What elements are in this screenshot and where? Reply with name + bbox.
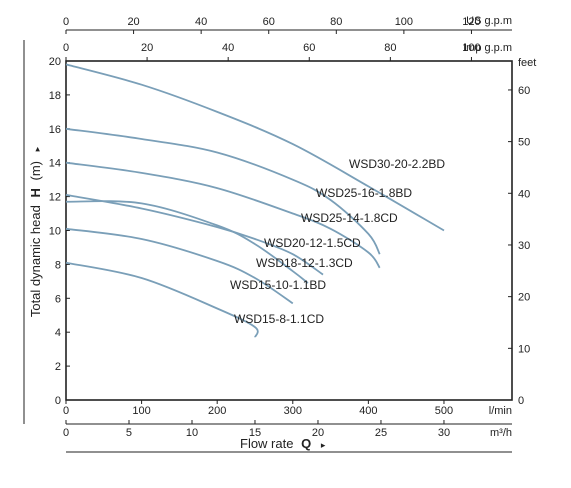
m3h-tick-label: 5 xyxy=(126,427,132,439)
tick-marks xyxy=(65,30,512,424)
head-ft-tick-label: 0 xyxy=(518,395,524,407)
m3h-tick-label: 15 xyxy=(249,427,261,439)
series-label: WSD25-16-1.8BD xyxy=(316,186,412,200)
y-axis-title: Total dynamic head H (m) ▸ xyxy=(28,146,43,317)
y-axis-title-text: Total dynamic head xyxy=(28,205,43,317)
curve-wsd18-12-1.3cd xyxy=(65,200,309,284)
lpm-tick-label: 0 xyxy=(63,405,69,417)
m3h-tick-label: 20 xyxy=(312,427,324,439)
feet-axis-label: feet xyxy=(518,57,536,69)
us-gpm-tick-label: 0 xyxy=(63,16,69,28)
x-axis-arrow-icon: ▸ xyxy=(321,440,326,450)
m3h-tick-label: 10 xyxy=(186,427,198,439)
head-m-tick-label: 2 xyxy=(55,361,61,373)
head-ft-tick-label: 40 xyxy=(518,188,530,200)
y-axis-title-symbol: H xyxy=(28,188,43,197)
head-ft-tick-label: 60 xyxy=(518,85,530,97)
y-axis-arrow-icon: ▸ xyxy=(32,146,42,151)
imp-gpm-tick-label: 80 xyxy=(384,42,396,54)
lpm-tick-label: 400 xyxy=(359,405,377,417)
y-axis-title-unit: (m) xyxy=(28,161,43,181)
lpm-tick-label: 100 xyxy=(132,405,150,417)
m3h-tick-label: 30 xyxy=(438,427,450,439)
imp-gpm-tick-label: 60 xyxy=(303,42,315,54)
x-axis-title-text: Flow rate xyxy=(240,436,293,451)
head-ft-tick-label: 30 xyxy=(518,240,530,252)
lpm-tick-label: 300 xyxy=(284,405,302,417)
series-curves xyxy=(65,63,445,338)
lpm-axis-label: l/min xyxy=(489,405,512,417)
curve-wsd15-8-1.1cd xyxy=(65,261,259,338)
head-ft-tick-label: 10 xyxy=(518,343,530,355)
head-m-tick-label: 16 xyxy=(49,124,61,136)
x-axis-title: Flow rate Q ▸ xyxy=(240,436,326,451)
series-label: WSD25-14-1.8CD xyxy=(301,211,398,225)
imp-gpm-axis-label: Imp g.p.m xyxy=(463,42,512,54)
series-label: WSD18-12-1.3CD xyxy=(256,256,353,270)
us-gpm-tick-label: 120 xyxy=(462,16,480,28)
us-gpm-tick-label: 40 xyxy=(195,16,207,28)
head-ft-tick-label: 50 xyxy=(518,137,530,149)
imp-gpm-tick-label: 20 xyxy=(141,42,153,54)
m3h-tick-label: 25 xyxy=(375,427,387,439)
head-m-tick-label: 12 xyxy=(49,192,61,204)
head-m-tick-label: 14 xyxy=(49,158,61,170)
imp-gpm-tick-label: 0 xyxy=(63,42,69,54)
curve-wsd25-16-1.8bd xyxy=(65,127,381,255)
curve-wsd15-10-1.1bd xyxy=(65,227,294,305)
series-label: WSD30-20-2.2BD xyxy=(349,157,445,171)
curve-wsd30-20-2.2bd xyxy=(65,63,445,232)
head-ft-tick-label: 20 xyxy=(518,292,530,304)
us-gpm-tick-label: 80 xyxy=(330,16,342,28)
imp-gpm-tick-label: 40 xyxy=(222,42,234,54)
m3h-tick-label: 0 xyxy=(63,427,69,439)
lpm-tick-label: 200 xyxy=(208,405,226,417)
head-m-tick-label: 0 xyxy=(55,395,61,407)
head-m-tick-label: 20 xyxy=(49,56,61,68)
head-m-tick-label: 18 xyxy=(49,90,61,102)
series-label: WSD20-12-1.5CD xyxy=(264,236,361,250)
series-label: WSD15-10-1.1BD xyxy=(230,278,326,292)
lpm-tick-label: 500 xyxy=(435,405,453,417)
us-gpm-axis-label: US g.p.m xyxy=(466,15,512,27)
us-gpm-tick-label: 100 xyxy=(395,16,413,28)
us-gpm-tick-label: 60 xyxy=(263,16,275,28)
head-m-tick-label: 6 xyxy=(55,293,61,305)
curve-wsd25-14-1.8cd xyxy=(65,161,381,269)
us-gpm-tick-label: 20 xyxy=(127,16,139,28)
series-label: WSD15-8-1.1CD xyxy=(234,312,324,326)
imp-gpm-tick-label: 100 xyxy=(462,42,480,54)
m3h-axis-label: m³/h xyxy=(490,427,512,439)
plot-frame xyxy=(65,60,513,401)
head-m-tick-label: 8 xyxy=(55,259,61,271)
head-m-tick-label: 4 xyxy=(55,327,61,339)
x-axis-title-symbol: Q xyxy=(301,436,311,451)
head-m-tick-label: 10 xyxy=(49,226,61,238)
